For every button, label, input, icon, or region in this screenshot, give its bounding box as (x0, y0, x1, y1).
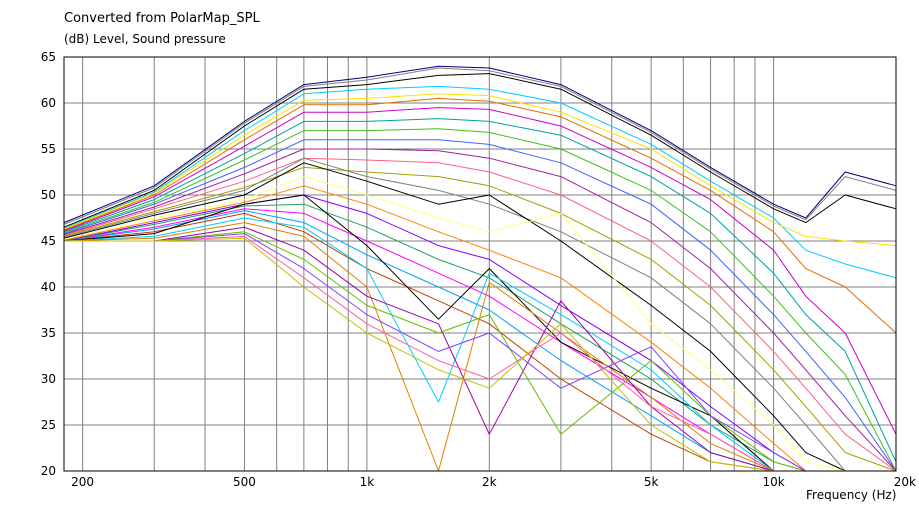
y-tick-label: 55 (41, 142, 56, 156)
y-tick-label: 25 (41, 418, 56, 432)
series-line-19 (63, 203, 896, 472)
series-line-21 (63, 210, 896, 472)
series-line-25 (63, 222, 896, 472)
series-line-2 (63, 67, 897, 225)
x-tick-label: 1k (360, 475, 375, 489)
series-line-28 (64, 233, 896, 472)
series-line-13 (63, 166, 897, 472)
y-tick-label: 65 (41, 50, 56, 64)
series-line-4 (63, 85, 897, 279)
series-line-22 (63, 212, 896, 472)
x-tick-label: 500 (233, 475, 256, 489)
x-axis-label: Frequency (Hz) (806, 488, 897, 502)
series-line-27 (64, 231, 896, 472)
series-line-5 (63, 93, 897, 247)
y-tick-label: 50 (41, 188, 56, 202)
series-line-30 (64, 237, 896, 472)
chart-title: Converted from PolarMap_SPL (64, 11, 260, 26)
y-tick-label: 45 (41, 234, 56, 248)
x-tick-label: 20k (894, 475, 916, 489)
series-line-9 (63, 128, 897, 472)
series-line-1 (63, 65, 897, 224)
grid (64, 56, 897, 472)
series-line-17 (63, 185, 896, 472)
series-line-3 (63, 73, 897, 228)
y-tick-label: 40 (41, 280, 56, 294)
series-line-15 (63, 162, 896, 472)
x-tick-label: 200 (71, 475, 94, 489)
series-group (63, 65, 897, 472)
y-axis-label: (dB) Level, Sound pressure (64, 32, 226, 46)
x-tick-label: 10k (762, 475, 784, 489)
series-line-24 (63, 217, 896, 472)
y-tick-label: 35 (41, 326, 56, 340)
y-tick-label: 60 (41, 96, 56, 110)
series-line-16 (63, 176, 896, 472)
plot-frame (63, 56, 897, 472)
series-line-10 (63, 139, 897, 472)
x-tick-label: 5k (644, 475, 659, 489)
series-line-12 (63, 157, 897, 472)
series-line-6 (63, 97, 897, 334)
series-line-8 (63, 118, 897, 463)
y-tick-label: 20 (41, 464, 56, 478)
y-tick-label: 30 (41, 372, 56, 386)
tick-labels: 65 60 55 50 45 40 35 30 25 20 200 500 1k 2k 5k 10k 20k (41, 50, 916, 489)
x-tick-label: 2k (482, 475, 497, 489)
series-line-7 (63, 107, 897, 435)
series-line-11 (63, 148, 897, 472)
